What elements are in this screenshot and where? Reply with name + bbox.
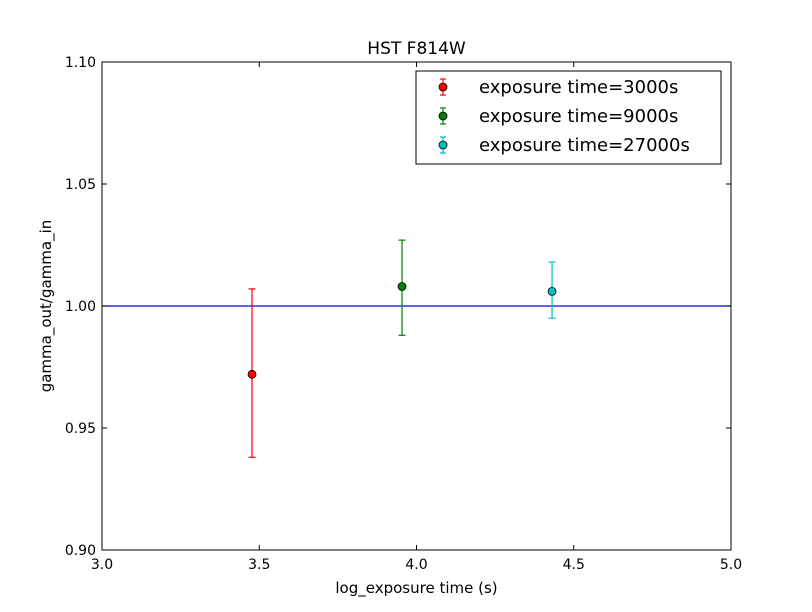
y-tick-label: 1.05	[65, 177, 96, 193]
y-tick-label: 1.10	[65, 55, 96, 71]
legend-label: exposure time=9000s	[479, 106, 678, 127]
data-point	[247, 369, 257, 379]
x-tick-label: 4.5	[563, 557, 585, 573]
y-tick-label: 1.00	[65, 299, 96, 315]
y-tick-label: 0.95	[65, 421, 96, 437]
chart-title: HST F814W	[367, 39, 466, 59]
x-tick-label: 5.0	[720, 557, 742, 573]
legend-label: exposure time=27000s	[479, 135, 690, 156]
x-tick-label: 3.0	[91, 557, 113, 573]
legend: exposure time=3000s exposure time=9000s ex…	[415, 70, 722, 165]
x-tick-label: 3.5	[248, 557, 270, 573]
y-axis-label: gamma_out/gamma_in	[37, 220, 56, 393]
x-tick-label: 4.0	[405, 557, 427, 573]
y-tick-label: 0.90	[65, 543, 96, 559]
data-point	[547, 286, 557, 296]
legend-marker	[438, 111, 448, 121]
series-3	[547, 261, 557, 319]
legend-marker	[438, 140, 448, 150]
legend-box	[415, 70, 722, 165]
legend-label: exposure time=3000s	[479, 77, 678, 98]
x-axis-label: log_exposure time (s)	[335, 579, 497, 598]
plot-area: 3.0 3.5 4.0 4.5 5.0 0.90 0.95 1.00 1.05 1.10	[65, 55, 742, 573]
series-2	[397, 239, 407, 336]
series-1	[247, 288, 257, 458]
legend-marker	[438, 82, 448, 92]
data-point	[397, 282, 407, 291]
